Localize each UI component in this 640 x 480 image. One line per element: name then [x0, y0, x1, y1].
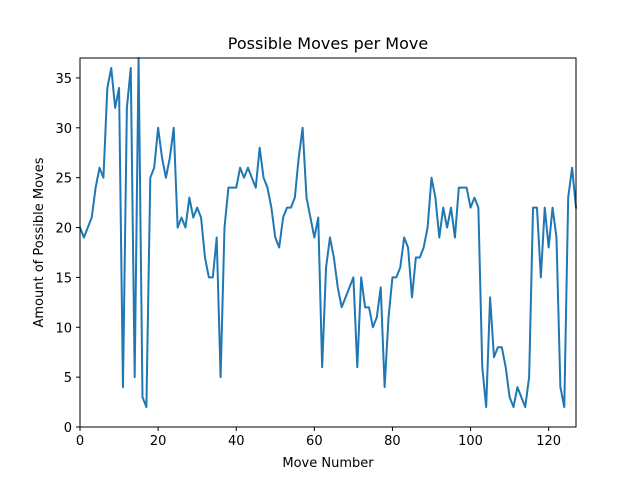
y-tick-label: 5	[64, 371, 72, 386]
y-tick-label: 25	[55, 172, 72, 187]
y-tick-label: 0	[64, 421, 72, 436]
x-tick-label: 0	[76, 434, 84, 449]
y-tick-label: 15	[55, 271, 72, 286]
series-line	[78, 57, 578, 409]
x-axis-label: Move Number	[282, 456, 374, 471]
plot-frame	[79, 57, 577, 428]
x-tick-label: 40	[228, 434, 245, 449]
y-tick-label: 10	[55, 321, 72, 336]
y-axis-label: Amount of Possible Moves	[32, 157, 47, 327]
chart-title: Possible Moves per Move	[228, 34, 428, 53]
y-tick-label: 30	[55, 122, 72, 137]
x-tick-label: 80	[384, 434, 401, 449]
x-tick-label: 100	[458, 434, 483, 449]
y-tick-label: 35	[55, 72, 72, 87]
x-tick-label: 20	[150, 434, 167, 449]
x-tick-label: 60	[306, 434, 323, 449]
x-tick-label: 120	[536, 434, 561, 449]
plot-area	[78, 57, 578, 409]
y-tick-label: 20	[55, 222, 72, 237]
x-axis-ticks: 0 20 40 60 80 100 120	[76, 427, 561, 449]
y-axis-ticks: 0 5 10 15 20 25 30 35	[55, 72, 80, 436]
